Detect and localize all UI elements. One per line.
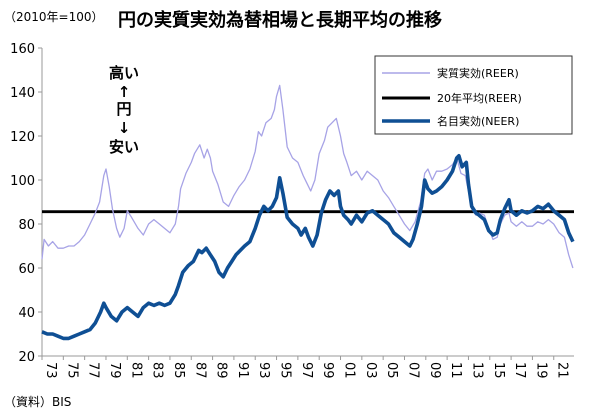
- y-tick-label: 80: [18, 218, 35, 233]
- direction-annotation: 高い ↑ 円 ↓ 安い: [109, 64, 139, 156]
- x-tick-label: 85: [171, 362, 186, 379]
- y-tick-label: 20: [18, 350, 35, 365]
- source-note: （資料）BIS: [4, 395, 71, 409]
- x-tick-label: 17: [512, 362, 527, 379]
- x-tick-label: 03: [363, 362, 378, 379]
- x-tick-label: 07: [405, 362, 420, 379]
- x-ticks: 73 75 77 79 81 83 85 87 89 91 93 95 97 99 01 03 05 07 09 11…: [41, 356, 570, 379]
- x-tick-label: 77: [86, 362, 101, 379]
- legend-label-neer: 名目実効(NEER): [437, 114, 519, 128]
- x-tick-label: 87: [192, 362, 207, 379]
- annotation-high: 高い: [109, 64, 139, 82]
- legend: 実質実効(REER) 20年平均(REER) 名目実効(NEER): [374, 55, 573, 135]
- x-tick-label: 97: [299, 362, 314, 379]
- x-tick-label: 81: [128, 362, 143, 379]
- x-tick-label: 13: [469, 362, 484, 379]
- y-tick-label: 160: [10, 42, 35, 57]
- x-tick-label: 75: [64, 362, 79, 379]
- x-tick-label: 93: [256, 362, 271, 379]
- x-tick-label: 79: [107, 362, 122, 379]
- x-tick-label: 73: [43, 362, 58, 379]
- series-group: [41, 84, 575, 341]
- annotation-down-arrow: ↓: [118, 119, 131, 137]
- y-tick-label: 60: [18, 262, 35, 277]
- x-tick-label: 83: [150, 362, 165, 379]
- x-tick-label: 15: [491, 362, 506, 379]
- x-tick-label: 09: [427, 362, 442, 379]
- series-line-reer: [41, 84, 574, 269]
- x-tick-label: 91: [235, 362, 250, 379]
- y-ticks: 20 40 60 80 100 120 140 160: [10, 42, 42, 365]
- y-tick-label: 140: [10, 86, 35, 101]
- x-tick-label: 89: [214, 362, 229, 379]
- y-tick-label: 40: [18, 306, 35, 321]
- x-tick-label: 95: [278, 362, 293, 379]
- plot-area: [41, 48, 574, 357]
- chart-title: 円の実質実効為替相場と長期平均の推移: [118, 9, 442, 31]
- annotation-yen: 円: [116, 100, 131, 118]
- x-tick-label: 05: [384, 362, 399, 379]
- series-line-neer: [41, 154, 575, 341]
- annotation-up-arrow: ↑: [118, 83, 131, 101]
- annotation-low: 安い: [109, 138, 139, 156]
- y-tick-label: 120: [10, 130, 35, 145]
- x-tick-label: 01: [342, 362, 357, 379]
- legend-label-reer: 実質実効(REER): [437, 66, 519, 80]
- y-tick-label: 100: [10, 174, 35, 189]
- unit-label: （2010年=100）: [4, 10, 104, 24]
- x-tick-label: 99: [320, 362, 335, 379]
- legend-label-average: 20年平均(REER): [437, 91, 522, 105]
- x-tick-label: 19: [533, 362, 548, 379]
- x-tick-label: 21: [555, 362, 570, 379]
- x-tick-label: 11: [448, 362, 463, 379]
